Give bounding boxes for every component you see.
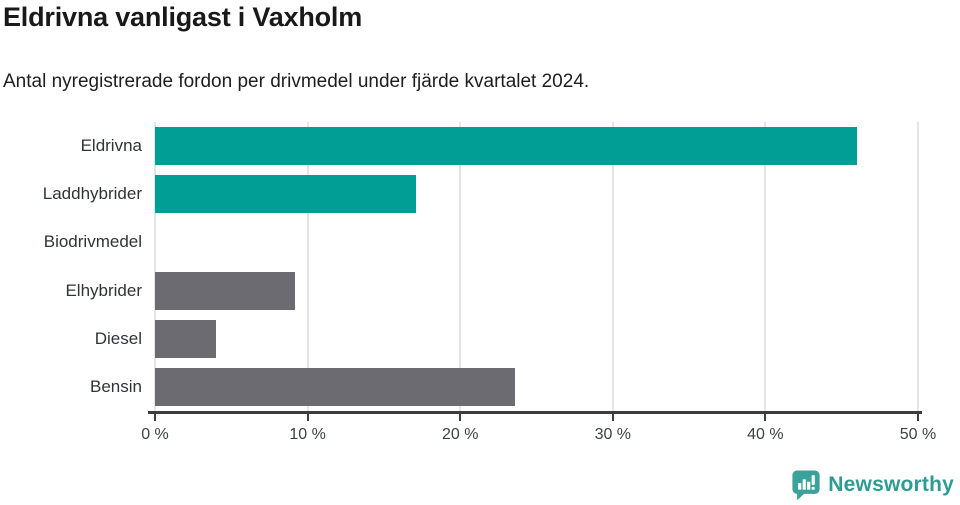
newsworthy-logo-text: Newsworthy (828, 473, 954, 496)
bar-diesel (155, 319, 217, 358)
chart-subtitle: Antal nyregistrerade fordon per drivmede… (3, 71, 590, 92)
gridline-50pct (917, 122, 919, 411)
bar-laddhybrider (155, 175, 416, 214)
plot-area: Eldrivna Laddhybrider Biodrivmedel Elhybrid… (43, 122, 936, 443)
bar-elhybrider (155, 271, 296, 310)
axis-tick-label: 30 % (594, 426, 632, 443)
axis-tick (459, 411, 462, 421)
category-label: Laddhybrider (42, 184, 142, 204)
gridline-10pct (306, 122, 309, 411)
bar-row: Biodrivmedel (44, 218, 918, 266)
axis-tick (764, 411, 767, 421)
gridline-40pct (764, 122, 767, 411)
axis-tick-label: 50 % (899, 426, 937, 443)
gridline-30pct (611, 122, 614, 411)
bar-row: Diesel (95, 315, 918, 363)
gridline-0pct (154, 122, 156, 411)
axis-tick-label: 40 % (747, 426, 784, 443)
chart-title: Eldrivna vanligast i Vaxholm (3, 2, 363, 32)
axis-tick-label: 10 % (289, 426, 326, 443)
bar-row: Bensin (90, 363, 918, 411)
bar-row: Laddhybrider (43, 170, 918, 218)
gridline-20pct (459, 122, 462, 411)
axis-tick (611, 411, 614, 421)
axis-tick-label: 20 % (441, 426, 479, 443)
axis-tick (154, 411, 156, 421)
axis-tick (917, 411, 919, 421)
category-label: Diesel (94, 328, 142, 348)
newsworthy-logo-icon (792, 470, 820, 501)
newsworthy-logo: Newsworthy (791, 469, 954, 501)
category-label: Eldrivna (80, 136, 142, 156)
x-axis-line (148, 411, 922, 414)
axis-tick (306, 411, 309, 421)
bar-row: Eldrivna (81, 122, 918, 170)
bar-eldrivna (155, 127, 857, 166)
category-label: Biodrivmedel (43, 232, 142, 252)
bar-row: Elhybrider (65, 267, 918, 315)
bar-bensin (155, 367, 516, 406)
category-label: Bensin (90, 376, 142, 396)
category-label: Elhybrider (65, 280, 142, 300)
axis-tick-label: 0 % (141, 426, 169, 443)
